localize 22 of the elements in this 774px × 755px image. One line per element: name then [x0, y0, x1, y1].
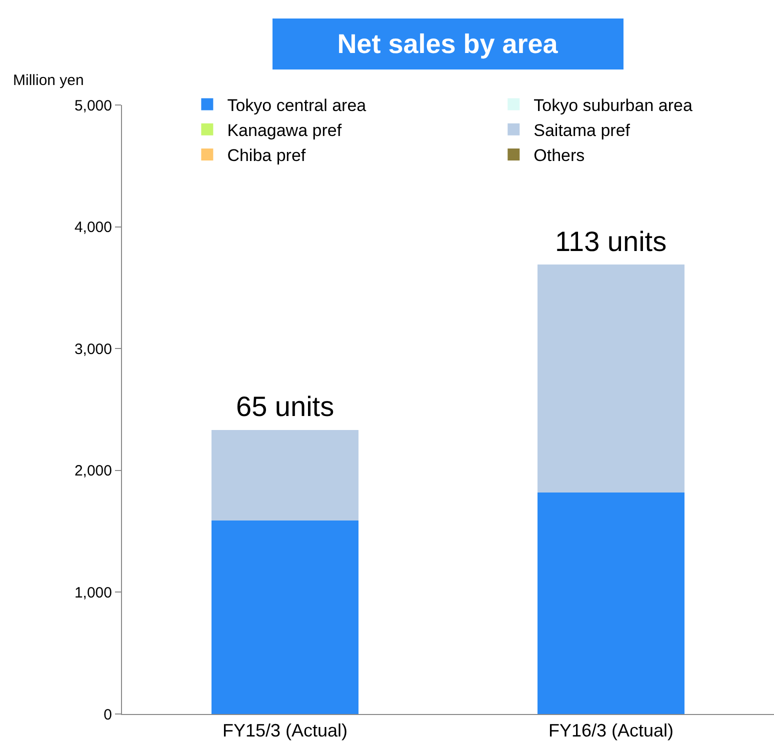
legend-label: Tokyo central area — [227, 96, 367, 115]
y-tick-label: 5,000 — [74, 97, 112, 114]
y-tick-label: 4,000 — [74, 219, 112, 236]
bar — [538, 492, 684, 714]
y-axis-title: Million yen — [13, 72, 84, 89]
y-tick-label: 2,000 — [74, 462, 112, 480]
annotation: 65 units — [236, 391, 334, 422]
bar — [538, 264, 684, 492]
y-tick-label: 0 — [104, 706, 112, 724]
y-tick-label: 1,000 — [74, 584, 112, 602]
y-tick-label: 3,000 — [74, 340, 112, 358]
x-tick-label: FY15/3 (Actual) — [222, 720, 348, 741]
legend-label: Others — [534, 146, 585, 166]
chart-title: Net sales by area — [337, 29, 559, 59]
legend-label: Chiba pref — [227, 146, 306, 166]
x-tick-label: FY16/3 (Actual) — [548, 720, 674, 741]
legend-label: Saitama pref — [534, 121, 630, 140]
legend-label: Kanagawa pref — [227, 121, 342, 140]
annotation: 113 units — [555, 226, 667, 257]
legend-label: Tokyo suburban area — [534, 96, 693, 115]
bar — [212, 520, 358, 714]
bar — [212, 430, 358, 520]
